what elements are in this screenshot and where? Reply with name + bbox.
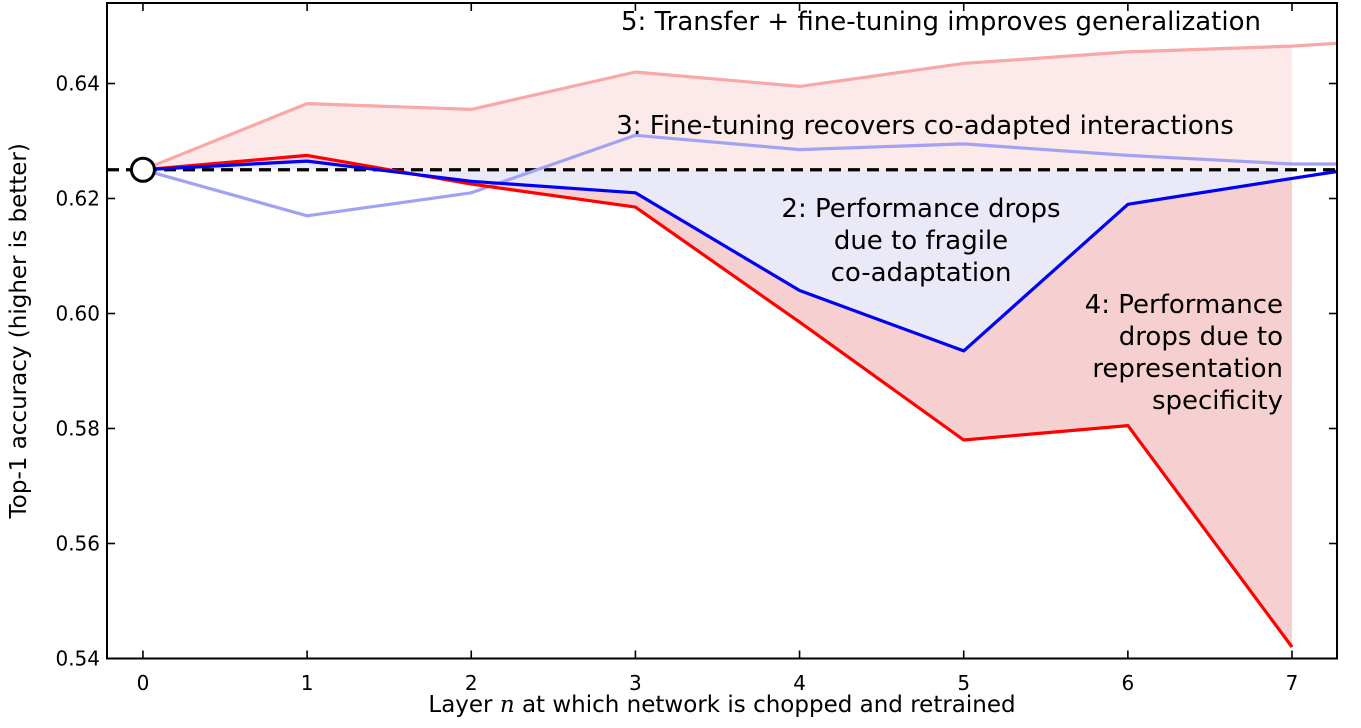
annotation-3-line1: 3: Fine-tuning recovers co-adapted inter… — [616, 111, 1234, 141]
x-tick-label: 1 — [301, 671, 314, 695]
x-tick-label: 6 — [1122, 671, 1135, 695]
x-tick-label: 0 — [137, 671, 150, 695]
annotation-2-line2: due to fragile — [834, 226, 1008, 256]
y-tick-label: 0.64 — [55, 72, 100, 96]
series-line2 — [142, 159, 1338, 353]
fill-region-line2-line4 — [142, 155, 1292, 647]
annotation-5-line1: 5: Transfer + fine-tuning improves gener… — [621, 7, 1261, 37]
annotation-4-line4: specificity — [1152, 386, 1283, 416]
x-tick-label: 3 — [629, 671, 642, 695]
y-axis-label: Top-1 accuracy (higher is better) — [6, 143, 32, 519]
annotation-4-line2: drops due to — [1119, 322, 1283, 352]
series-line4 — [142, 153, 1294, 648]
series-line3 — [142, 133, 1337, 218]
x-tick-label: 7 — [1286, 671, 1299, 695]
annotation-4-line1: 4: Performance — [1085, 290, 1283, 320]
y-tick-label: 0.54 — [55, 647, 100, 671]
x-tick-label: 4 — [793, 671, 806, 695]
series-line5 — [142, 41, 1338, 172]
y-tick-label: 0.56 — [55, 532, 100, 556]
x-tick-label: 5 — [957, 671, 970, 695]
y-tick-label: 0.58 — [55, 417, 100, 441]
annotation-2-line3: co-adaptation — [831, 258, 1012, 288]
annotation-2-line1: 2: Performance drops — [781, 194, 1060, 224]
x-tick-label: 2 — [465, 671, 478, 695]
y-tick-label: 0.62 — [55, 187, 100, 211]
fill-region-line5-baseline — [142, 46, 1292, 170]
x-axis-label: Layer n at which network is chopped and … — [428, 692, 1015, 718]
plot-border — [106, 2, 1338, 660]
fill-region-line2-baseline — [142, 161, 1292, 351]
start-marker — [129, 156, 156, 183]
y-tick-label: 0.60 — [55, 302, 100, 326]
annotation-4-line3: representation — [1092, 354, 1283, 384]
